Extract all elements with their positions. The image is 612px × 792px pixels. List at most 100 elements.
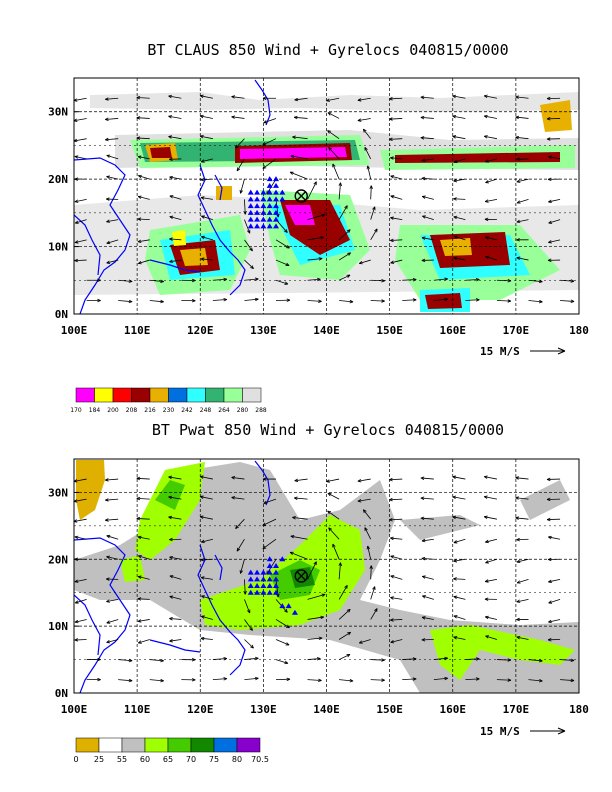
wind-vector bbox=[370, 659, 385, 661]
wind-vector-head bbox=[313, 181, 317, 186]
gyre-point bbox=[266, 556, 273, 562]
wind-vector-head bbox=[105, 97, 109, 101]
wind-vector bbox=[105, 118, 119, 120]
wind-vector-head bbox=[138, 174, 142, 179]
wind-vector bbox=[212, 278, 227, 281]
wind-vector-head bbox=[168, 515, 172, 520]
wind-vector-head bbox=[313, 561, 317, 566]
wind-vector bbox=[275, 619, 290, 629]
wind-vector-head bbox=[105, 518, 109, 522]
wind-vector-head bbox=[453, 595, 458, 599]
wind-vector-head bbox=[106, 577, 110, 581]
colorbar-swatch bbox=[168, 387, 188, 403]
wind-vector bbox=[390, 239, 403, 241]
wind-vector-head bbox=[137, 597, 142, 601]
wind-vector bbox=[289, 171, 308, 180]
wind-vector bbox=[137, 239, 150, 243]
wind-vector-head bbox=[546, 117, 551, 121]
wind-vector-head bbox=[444, 676, 448, 681]
wind-vector-head bbox=[326, 98, 330, 102]
wind-vector-head bbox=[247, 609, 251, 614]
wind-vector-head bbox=[421, 258, 426, 263]
wind-vector-head bbox=[484, 217, 489, 222]
wind-vector bbox=[421, 158, 434, 162]
wind-vector bbox=[106, 556, 119, 560]
wind-vector-head bbox=[453, 159, 458, 164]
wind-vector bbox=[106, 639, 119, 643]
x-tick-label: 150E bbox=[376, 324, 403, 337]
wind-vector bbox=[560, 300, 575, 302]
wind-vector-head bbox=[263, 500, 268, 505]
x-tick-label: 150E bbox=[376, 703, 403, 716]
wind-vector bbox=[338, 608, 351, 620]
wind-vector-head bbox=[546, 477, 551, 482]
wind-vector bbox=[263, 498, 277, 504]
wind-vector-head bbox=[169, 157, 173, 161]
wind-vector-head bbox=[293, 496, 298, 500]
wind-vector bbox=[236, 539, 245, 552]
wind-vector bbox=[452, 115, 466, 119]
wind-vector bbox=[244, 298, 259, 301]
cloud-band bbox=[425, 293, 462, 309]
wind-vector bbox=[169, 556, 182, 560]
wind-vector-head bbox=[262, 477, 267, 481]
wind-vector bbox=[201, 538, 213, 543]
gyre-point bbox=[266, 583, 273, 589]
wind-vector bbox=[137, 598, 150, 600]
wind-ref-label-b: 15 M/S bbox=[480, 725, 520, 738]
wind-vector-head bbox=[349, 299, 354, 304]
wind-vector bbox=[485, 236, 498, 241]
gyre-point bbox=[266, 196, 273, 202]
colorbar-label: 70 bbox=[186, 755, 196, 764]
wind-vector bbox=[515, 517, 529, 520]
colorbar-swatch bbox=[131, 387, 151, 403]
wind-vector-head bbox=[223, 657, 228, 661]
wind-vector bbox=[453, 558, 466, 562]
wind-vector-head bbox=[381, 299, 385, 303]
grid-a bbox=[74, 78, 579, 314]
wind-vector bbox=[294, 116, 308, 119]
wind-vector-head bbox=[538, 279, 543, 284]
wind-vector-head bbox=[137, 619, 142, 623]
wind-vector-head bbox=[515, 476, 520, 480]
wind-vector bbox=[212, 678, 227, 681]
wind-vector-head bbox=[284, 660, 289, 665]
wind-vector-head bbox=[128, 658, 133, 663]
wind-vector-head bbox=[485, 560, 489, 564]
wind-vector-head bbox=[453, 615, 458, 619]
wind-vector bbox=[307, 679, 322, 681]
wind-vector bbox=[422, 195, 434, 200]
wind-vector bbox=[389, 118, 403, 120]
wind-vector-head bbox=[412, 677, 417, 681]
wind-vector-head bbox=[250, 644, 254, 649]
wind-vector-head bbox=[570, 279, 575, 283]
wind-vector bbox=[75, 219, 87, 224]
wind-vector bbox=[262, 518, 277, 526]
wind-vector-head bbox=[570, 678, 575, 683]
wind-vector-head bbox=[321, 213, 326, 218]
wind-vector bbox=[560, 679, 575, 681]
wind-vector-head bbox=[412, 298, 417, 302]
wind-vector-head bbox=[136, 496, 141, 501]
y-tick-label: 20N bbox=[48, 553, 68, 566]
wind-vector bbox=[307, 236, 324, 241]
wind-vector-head bbox=[136, 516, 141, 521]
colorbar-label: 60 bbox=[140, 755, 150, 764]
wind-vector bbox=[118, 659, 133, 662]
wind-vector bbox=[390, 619, 403, 621]
wind-vector-head bbox=[327, 492, 332, 497]
wind-vector-head bbox=[369, 565, 373, 569]
wind-vector bbox=[327, 510, 340, 520]
wind-vector bbox=[452, 95, 466, 99]
wind-vector bbox=[263, 118, 277, 124]
colorbar-swatch bbox=[144, 737, 169, 753]
wind-vector-head bbox=[105, 137, 109, 142]
wind-vector bbox=[485, 178, 498, 184]
wind-vector-head bbox=[452, 475, 457, 479]
wind-vector bbox=[244, 677, 259, 681]
wind-vector bbox=[200, 516, 213, 520]
y-tick-label: 0N bbox=[55, 308, 68, 321]
wind-vector bbox=[105, 478, 119, 481]
wind-vector-head bbox=[235, 525, 239, 529]
wind-vector bbox=[367, 545, 372, 560]
